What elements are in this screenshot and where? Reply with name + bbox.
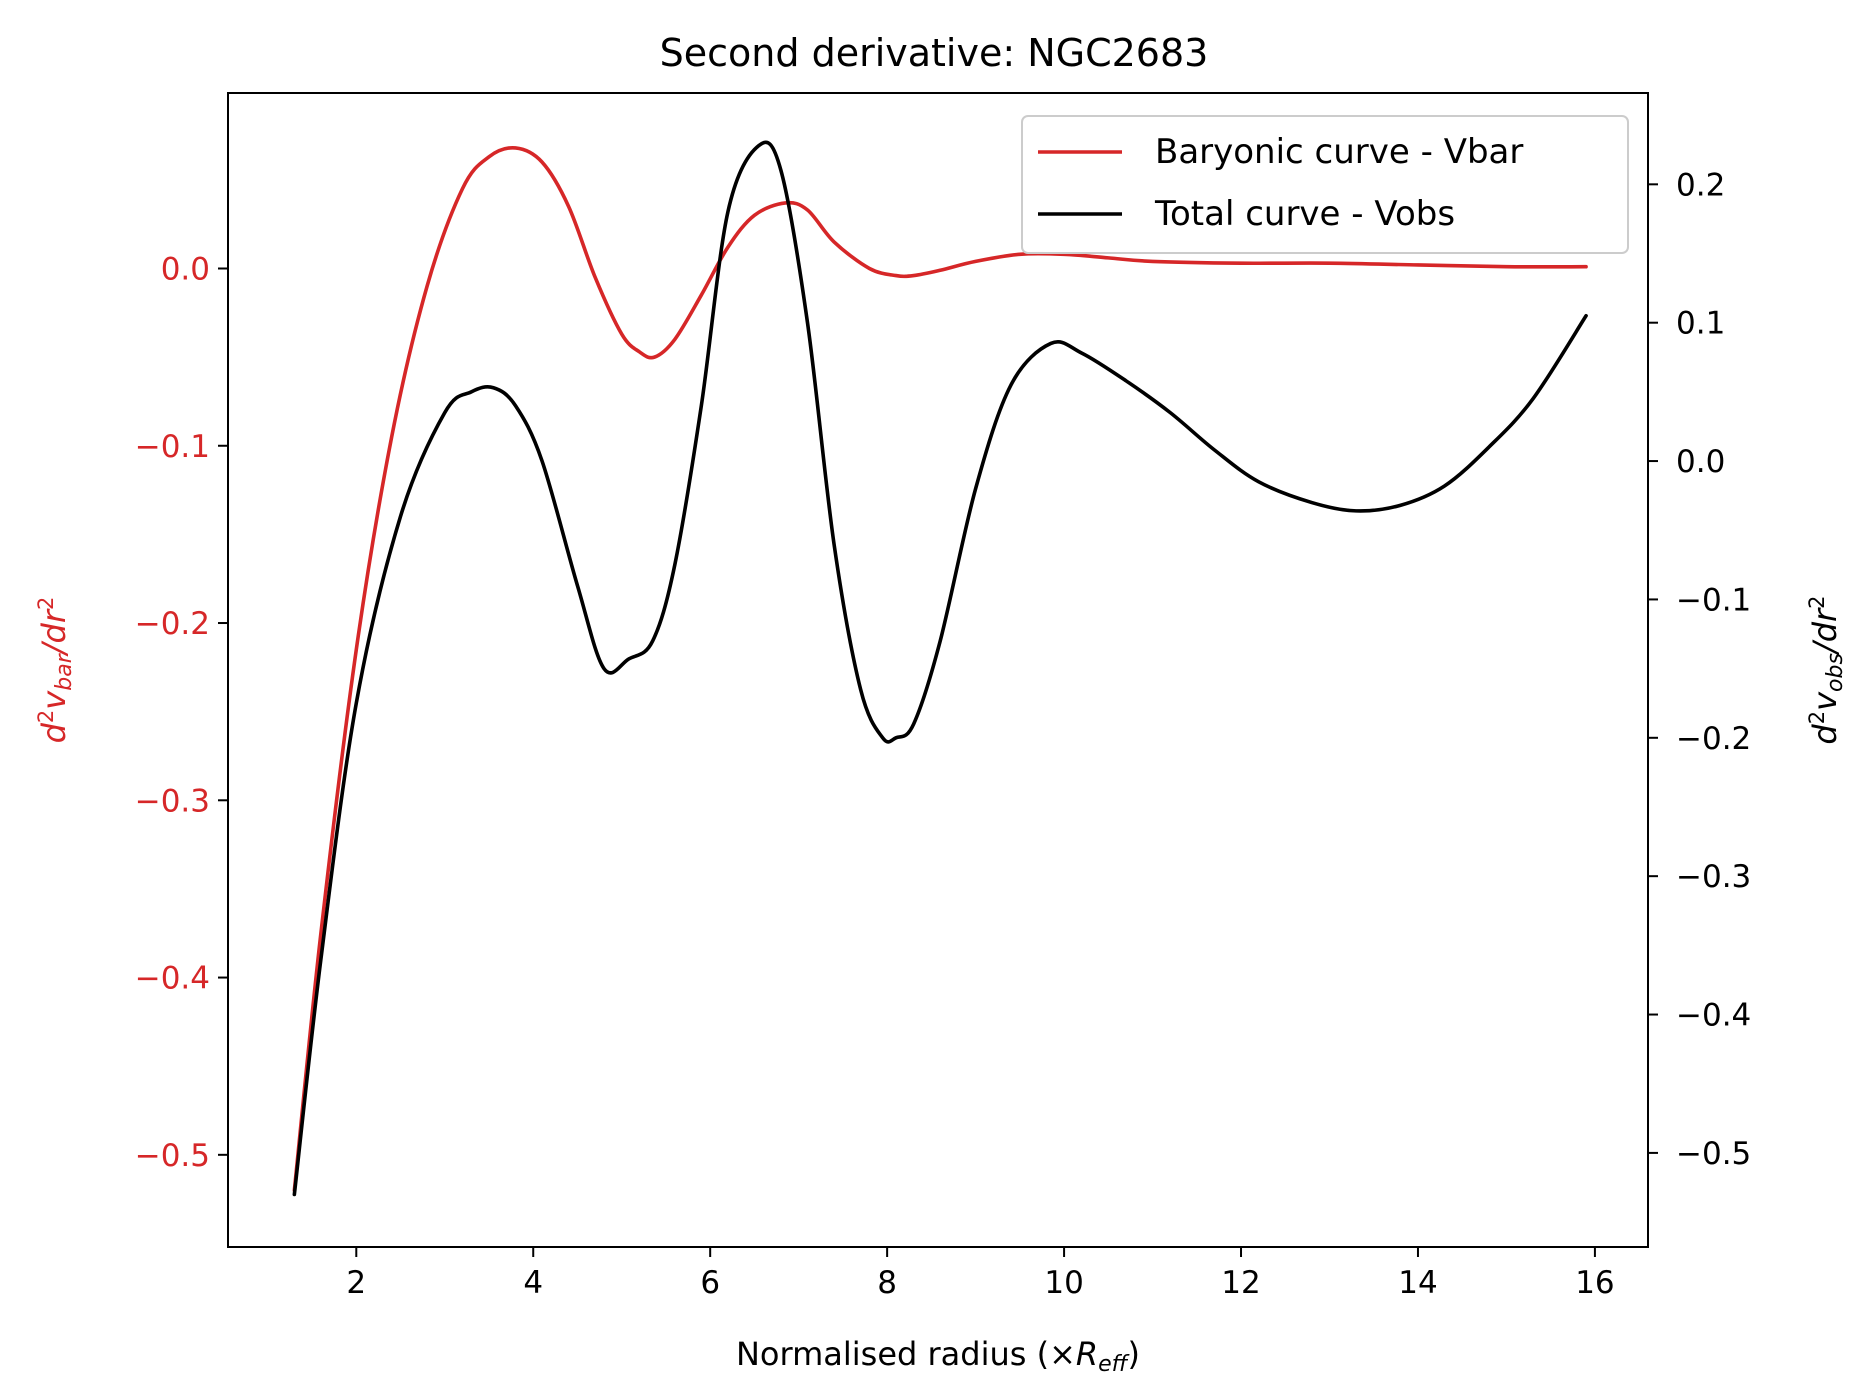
left-y-tick-label: −0.5 xyxy=(135,1138,210,1174)
left-y-tick-label: −0.1 xyxy=(135,429,210,465)
chart-title: Second derivative: NGC2683 xyxy=(660,31,1209,75)
x-tick-label: 14 xyxy=(1398,1265,1437,1301)
right-y-axis: 0.2 0.1 0.0 −0.1 −0.2 −0.3 −0.4 −0.5 xyxy=(1648,167,1751,1172)
plot-lines xyxy=(292,140,1588,1197)
left-y-tick-label: 0.0 xyxy=(161,251,210,287)
plot-frame xyxy=(227,92,1649,1248)
left-y-axis: 0.0 −0.1 −0.2 −0.3 −0.4 −0.5 xyxy=(135,251,228,1174)
left-y-tick-label: −0.4 xyxy=(135,961,210,997)
right-y-axis-title: d2vobs/dr2 xyxy=(1805,595,1848,744)
right-y-tick-label: 0.0 xyxy=(1676,444,1725,480)
right-y-tick-label: 0.2 xyxy=(1676,167,1725,203)
series-line-vobs xyxy=(292,140,1588,1197)
x-tick-label: 12 xyxy=(1221,1265,1260,1301)
left-y-tick-label: −0.3 xyxy=(135,783,210,819)
x-tick-label: 4 xyxy=(523,1265,543,1301)
right-y-tick-label: 0.1 xyxy=(1676,306,1725,342)
x-tick-label: 16 xyxy=(1575,1265,1614,1301)
x-axis-title: Normalised radius (×Reff) xyxy=(736,1335,1140,1377)
x-tick-label: 2 xyxy=(346,1265,366,1301)
right-y-tick-label: −0.1 xyxy=(1676,582,1751,618)
x-tick-label: 6 xyxy=(700,1265,720,1301)
right-y-tick-label: −0.5 xyxy=(1676,1136,1751,1172)
right-y-tick-label: −0.3 xyxy=(1676,859,1751,895)
x-axis: 2 4 6 8 10 12 14 16 xyxy=(346,1247,1615,1301)
legend-label-vbar: Baryonic curve - Vbar xyxy=(1155,132,1523,172)
left-y-axis-title: d2vbar/dr2 xyxy=(34,597,77,744)
legend-box xyxy=(1021,115,1629,254)
legend: Baryonic curve - Vbar Total curve - Vobs xyxy=(1021,115,1629,254)
right-y-tick-label: −0.2 xyxy=(1676,721,1751,757)
right-y-tick-label: −0.4 xyxy=(1676,998,1751,1034)
series-line-vbar xyxy=(292,146,1588,1193)
left-y-tick-label: −0.2 xyxy=(135,606,210,642)
x-tick-label: 8 xyxy=(877,1265,897,1301)
x-tick-label: 10 xyxy=(1044,1265,1083,1301)
legend-label-vobs: Total curve - Vobs xyxy=(1154,194,1455,234)
